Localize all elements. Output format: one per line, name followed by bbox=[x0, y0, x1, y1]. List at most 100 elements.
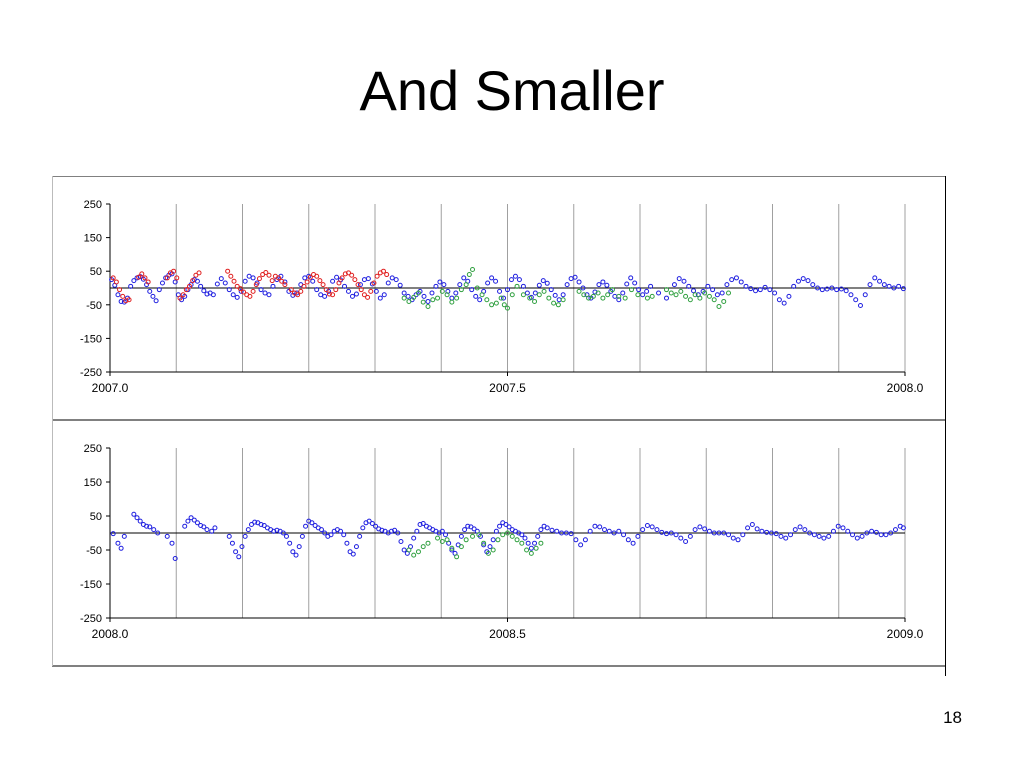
data-point bbox=[795, 278, 801, 284]
data-point bbox=[541, 288, 547, 294]
data-point bbox=[137, 518, 143, 524]
data-point bbox=[115, 540, 121, 546]
data-point bbox=[266, 292, 272, 298]
data-point bbox=[462, 527, 468, 533]
data-point bbox=[320, 282, 326, 288]
data-point bbox=[310, 278, 316, 284]
data-point bbox=[735, 537, 741, 543]
data-point bbox=[209, 528, 215, 534]
data-point bbox=[333, 287, 339, 293]
data-point bbox=[172, 279, 178, 285]
data-point bbox=[664, 287, 669, 293]
data-point bbox=[519, 532, 525, 538]
data-point bbox=[328, 532, 334, 538]
data-point bbox=[611, 530, 617, 536]
data-point bbox=[388, 528, 394, 534]
data-point bbox=[516, 277, 522, 283]
data-point bbox=[753, 288, 759, 294]
data-point bbox=[421, 293, 427, 299]
data-point bbox=[783, 535, 789, 541]
data-point bbox=[190, 278, 196, 284]
data-point bbox=[342, 271, 348, 277]
data-point bbox=[501, 295, 507, 301]
data-point bbox=[754, 526, 760, 532]
data-point bbox=[740, 532, 746, 538]
data-point bbox=[373, 288, 379, 294]
data-point bbox=[322, 530, 328, 536]
data-point bbox=[441, 282, 447, 288]
data-point bbox=[654, 527, 660, 533]
data-point bbox=[439, 539, 445, 544]
data-point bbox=[261, 523, 267, 529]
data-point bbox=[805, 278, 811, 284]
data-point bbox=[210, 292, 216, 298]
data-point bbox=[636, 287, 642, 293]
data-point bbox=[629, 287, 635, 293]
data-point bbox=[193, 272, 199, 278]
data-point bbox=[433, 283, 439, 289]
data-point bbox=[164, 275, 170, 281]
data-point bbox=[656, 290, 662, 296]
data-point bbox=[692, 292, 698, 298]
data-point bbox=[296, 544, 302, 550]
data-point bbox=[384, 272, 390, 278]
data-point bbox=[180, 292, 186, 298]
data-point bbox=[379, 527, 385, 533]
data-point bbox=[522, 535, 528, 541]
data-point bbox=[430, 297, 436, 303]
y-tick-label: -150 bbox=[80, 579, 102, 591]
data-point bbox=[900, 525, 906, 531]
data-point bbox=[648, 283, 654, 289]
data-point bbox=[123, 298, 129, 304]
data-point bbox=[556, 297, 562, 303]
data-point bbox=[385, 280, 391, 286]
data-point bbox=[733, 275, 739, 281]
data-point bbox=[326, 291, 332, 297]
data-point bbox=[540, 278, 546, 284]
data-point bbox=[145, 279, 151, 285]
data-point bbox=[724, 282, 730, 288]
data-point bbox=[609, 287, 615, 293]
y-tick-label: 250 bbox=[84, 443, 102, 455]
data-point bbox=[439, 288, 445, 294]
x-tick-label: 2008.0 bbox=[92, 627, 129, 641]
data-point bbox=[401, 295, 407, 301]
data-point bbox=[444, 292, 450, 298]
data-point bbox=[279, 278, 285, 284]
data-point bbox=[142, 275, 148, 281]
data-point bbox=[485, 550, 491, 556]
data-point bbox=[835, 523, 841, 529]
data-point bbox=[532, 540, 538, 546]
data-point bbox=[485, 280, 491, 286]
data-point bbox=[687, 533, 693, 539]
data-point bbox=[201, 288, 207, 294]
data-point bbox=[493, 300, 499, 306]
data-point bbox=[425, 540, 431, 546]
data-point bbox=[678, 535, 684, 541]
data-point bbox=[730, 535, 736, 541]
data-point bbox=[592, 523, 598, 529]
y-tick-label: -50 bbox=[86, 300, 102, 312]
data-point bbox=[493, 528, 499, 534]
data-point bbox=[509, 533, 515, 539]
data-point bbox=[668, 290, 674, 296]
data-point bbox=[549, 527, 555, 533]
data-point bbox=[791, 283, 797, 289]
data-point bbox=[548, 287, 554, 293]
data-point bbox=[449, 299, 455, 305]
data-point bbox=[169, 540, 175, 546]
data-point bbox=[271, 528, 277, 534]
data-point bbox=[290, 549, 296, 555]
data-point bbox=[560, 297, 566, 303]
data-point bbox=[241, 289, 247, 295]
data-point bbox=[322, 293, 328, 299]
data-point bbox=[191, 517, 197, 523]
data-point bbox=[266, 272, 272, 278]
data-point bbox=[237, 286, 243, 292]
data-point bbox=[473, 293, 479, 299]
data-point bbox=[581, 292, 587, 298]
data-point bbox=[469, 287, 475, 293]
data-point bbox=[826, 533, 832, 539]
data-point bbox=[177, 295, 183, 301]
data-point bbox=[578, 542, 584, 548]
